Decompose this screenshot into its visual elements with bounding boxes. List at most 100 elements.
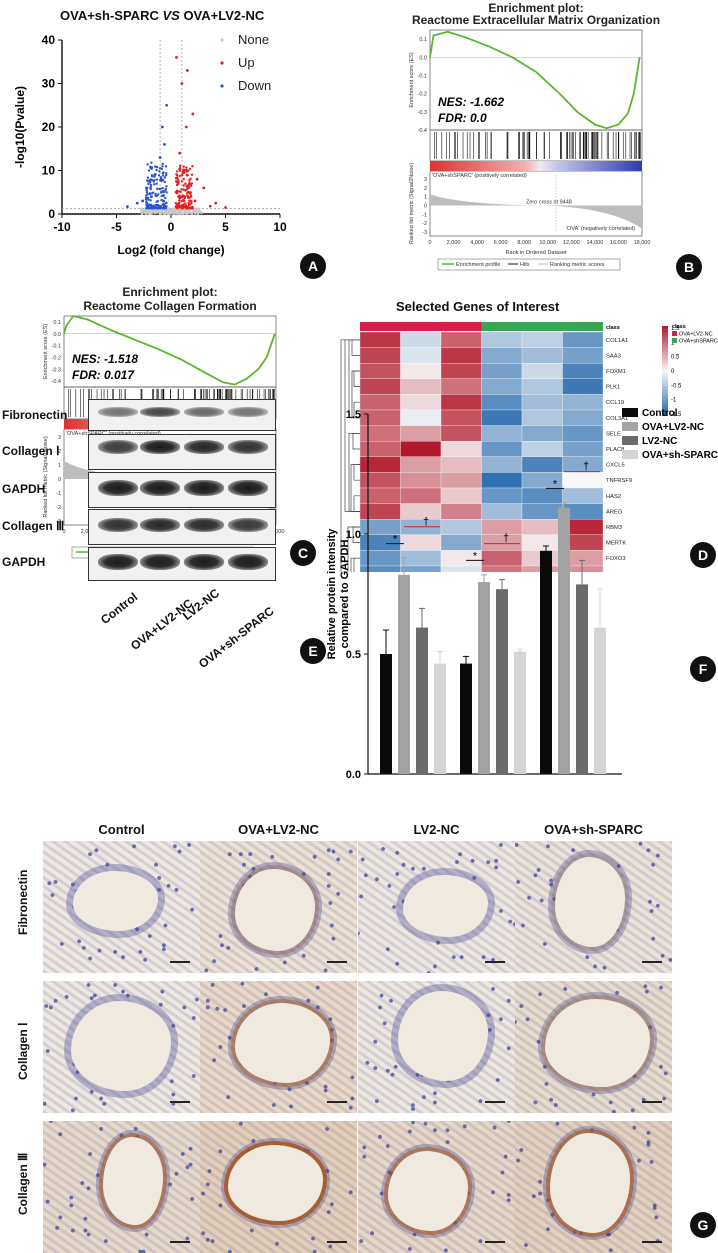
gsea-es-tick: 0.1 (53, 320, 61, 326)
ihc-image (200, 1121, 357, 1253)
volcano-point (187, 190, 190, 194)
volcano-point (175, 56, 178, 59)
volcano-point (191, 112, 195, 116)
heatmap-gene-label: FOXO3 (606, 556, 626, 562)
volcano-legend-marker (220, 61, 224, 65)
wb-lane-label-ova-lv2-nc: OVA+LV2-NC (128, 596, 196, 654)
gsea-x-tick: 8,000 (517, 240, 531, 246)
ihc-scale-bar (327, 1241, 347, 1243)
gsea-title-line1: Enrichment plot: (488, 1, 583, 15)
gsea-rank-tick: 3 (424, 177, 427, 183)
volcano-xtick: 5 (222, 220, 229, 234)
gsea-neg-label: 'OVA' (negatively correlated) (566, 226, 635, 232)
bar-legend-label: LV2-NC (642, 436, 677, 447)
gsea-pos-label: 'OVA+shSPARC' (positively correlated) (432, 173, 527, 179)
ihc-scale-bar (485, 961, 505, 963)
gsea-enrichment-curve (429, 30, 641, 130)
volcano-point (158, 156, 162, 159)
volcano-point (165, 103, 169, 107)
wb-band (228, 554, 268, 570)
heatmap-legend-item: OVA+LV2-NC (679, 332, 713, 338)
heatmap-cell (562, 363, 604, 379)
gsea-x-tick: 2,000 (81, 529, 95, 535)
heatmap-gene-label: SELE (606, 431, 621, 437)
wb-label-collagen-1: Collagen Ⅰ (2, 444, 60, 458)
wb-band (184, 518, 224, 532)
bar-sig-star: * (553, 478, 558, 490)
gsea-rank-tick: 1 (424, 195, 427, 201)
volcano-title-left: OVA+sh-SPARC (60, 8, 159, 23)
heatmap-cell (562, 378, 604, 395)
volcano-point (161, 199, 165, 203)
ihc-airway-lumen (235, 1003, 330, 1083)
bar (514, 651, 526, 774)
heatmap-scale-tick: 0 (671, 369, 675, 375)
heatmap-scale-tick: -1.5 (671, 412, 682, 418)
volcano-legend-up: Up (238, 55, 255, 70)
panel-badge-a: A (300, 253, 326, 279)
gsea-rank-tick: -3 (56, 519, 61, 525)
bar (416, 627, 428, 774)
heatmap-cell (359, 363, 401, 379)
bar-category-label: Fibronectin (380, 779, 445, 780)
bar (558, 507, 570, 774)
volcano-point (160, 125, 164, 129)
volcano-point (149, 195, 153, 199)
heatmap-cell (359, 378, 401, 395)
heatmap-cell (481, 565, 523, 572)
bar-ylabel-line2: compared to GAPDH (339, 540, 351, 649)
ihc-image (43, 981, 200, 1113)
gsea-x-tick: 10,000 (539, 240, 556, 246)
bar-legend-label: OVA+LV2-NC (642, 422, 704, 433)
volcano-ytick: 40 (42, 33, 56, 47)
ihc-scale-bar (642, 961, 662, 963)
volcano-legend-none: None (238, 32, 269, 47)
bar (576, 584, 588, 774)
volcano-legend-marker (220, 84, 224, 88)
volcano-xtick: -10 (53, 220, 71, 234)
ihc-scale-bar (170, 1241, 190, 1243)
heatmap-gene-label: RBM3 (606, 525, 622, 531)
ihc-airway-lumen (403, 875, 488, 937)
volcano-point (208, 204, 212, 208)
wb-band (98, 518, 138, 532)
ihc-col-control: Control (98, 822, 145, 837)
bar-sig-star: * (393, 534, 398, 546)
ihc-image (358, 1121, 515, 1253)
heatmap-class-cell (400, 322, 441, 331)
gsea-es-tick: -0.4 (418, 128, 427, 134)
gsea-rank-tick: 3 (58, 435, 61, 441)
volcano-title-right: OVA+LV2-NC (183, 8, 265, 23)
ihc-airway-lumen (228, 1145, 323, 1221)
gsea-legend-hits: Hits (520, 262, 530, 268)
bar-y-tick: 1.5 (346, 409, 361, 421)
ihc-row-collagen-3: Collagen Ⅲ (16, 1152, 30, 1215)
gsea-nes: NES: -1.518 (72, 352, 138, 366)
volcano-point (142, 210, 146, 214)
volcano-point (182, 169, 186, 172)
heatmap-cell (440, 347, 482, 364)
heatmap-cell (400, 378, 442, 395)
volcano-point (202, 186, 206, 190)
wb-label-collagen-3: Collagen Ⅲ (2, 519, 65, 533)
bar-legend-label: OVA+sh-SPARC (642, 450, 718, 461)
heatmap-cell (521, 347, 563, 364)
wb-band (228, 518, 268, 532)
gsea-es-tick: 0.0 (419, 55, 427, 61)
heatmap-cell (400, 363, 442, 379)
ihc-image (358, 981, 515, 1113)
ihc-image (43, 841, 200, 973)
bar-sig-dagger: † (503, 533, 509, 545)
bar-legend-label: Control (642, 408, 678, 419)
volcano-point (153, 173, 157, 177)
wb-band (140, 518, 180, 532)
panel-d: Selected Genes of Interest class COL1A1 SA… (340, 290, 718, 572)
wb-lane-label-ova-sh-sparc: OVA+sh-SPARC (196, 603, 277, 672)
gsea-rank-tick: -1 (56, 491, 61, 497)
ihc-scale-bar (170, 961, 190, 963)
wb-lane-label-control: Control (98, 589, 141, 628)
gsea-rank-tick: -1 (422, 212, 427, 218)
volcano-point (177, 195, 181, 199)
heatmap-cell (481, 331, 523, 348)
heatmap-cell (521, 378, 563, 395)
